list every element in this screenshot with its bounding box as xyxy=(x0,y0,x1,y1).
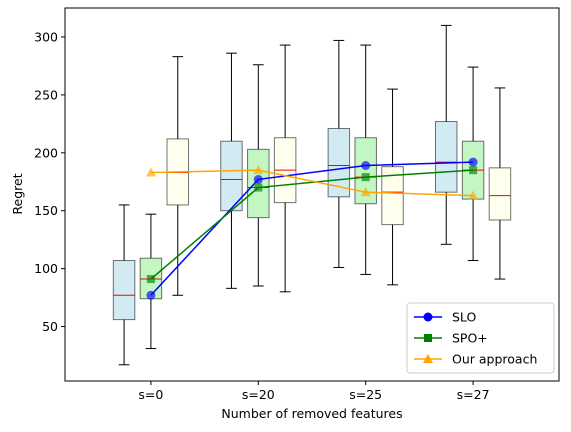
y-tick-label: 100 xyxy=(34,261,58,276)
x-tick-label: s=20 xyxy=(242,387,275,402)
legend-label: SPO+ xyxy=(452,331,488,346)
series-point xyxy=(253,174,263,184)
box xyxy=(488,87,512,280)
box-iqr xyxy=(112,260,136,321)
x-tick-label: s=27 xyxy=(457,387,490,402)
series-line xyxy=(150,161,474,296)
series-point xyxy=(146,290,156,300)
legend-marker xyxy=(424,334,432,342)
box-iqr xyxy=(488,167,512,221)
box-iqr xyxy=(354,137,377,205)
series-point xyxy=(361,161,371,171)
y-tick-label: 200 xyxy=(34,145,58,160)
box-iqr xyxy=(435,121,458,193)
series-point xyxy=(145,167,156,177)
series-point xyxy=(254,183,263,192)
box xyxy=(354,44,377,275)
box-iqr xyxy=(381,166,404,226)
y-axis: 50 100 150 200 250 300 xyxy=(34,29,65,334)
series-point xyxy=(469,166,478,175)
series-spo- xyxy=(146,166,478,284)
box xyxy=(381,88,404,286)
y-axis-label: Regret xyxy=(10,173,25,214)
series-our-approach xyxy=(145,165,479,200)
x-axis: s=0 s=20 s=25 s=27 xyxy=(138,381,490,402)
y-tick-label: 300 xyxy=(34,29,58,44)
series-point xyxy=(253,165,264,175)
legend-item: SPO+ xyxy=(414,331,488,346)
plot-frame xyxy=(64,7,560,382)
legend-marker xyxy=(423,312,433,322)
legend-marker xyxy=(423,354,433,363)
x-axis-label: Number of removed features xyxy=(221,406,402,421)
series-point xyxy=(468,157,478,167)
series-point xyxy=(360,187,371,197)
box-group-slo xyxy=(112,24,458,366)
legend-box xyxy=(406,302,555,374)
box xyxy=(273,44,297,293)
legend: SLO SPO+ Our approach xyxy=(406,302,555,374)
plot-content xyxy=(112,24,512,366)
box xyxy=(112,204,136,366)
legend-label: SLO xyxy=(452,310,476,325)
y-tick-label: 50 xyxy=(42,319,58,334)
y-tick-label: 250 xyxy=(34,87,58,102)
series-point xyxy=(468,190,479,200)
series-point xyxy=(146,275,155,284)
y-tick-label: 150 xyxy=(34,203,58,218)
legend-item: SLO xyxy=(414,310,476,325)
box xyxy=(166,56,190,296)
series-slo xyxy=(146,157,478,300)
x-tick-label: s=25 xyxy=(349,387,382,402)
box xyxy=(220,52,243,289)
box xyxy=(327,39,351,268)
legend-label: Our approach xyxy=(452,352,537,367)
series-line xyxy=(150,169,474,197)
series-point xyxy=(361,173,370,182)
series-line xyxy=(150,169,474,280)
legend-item: Our approach xyxy=(414,352,537,367)
box xyxy=(435,24,458,245)
x-tick-label: s=0 xyxy=(138,387,163,402)
